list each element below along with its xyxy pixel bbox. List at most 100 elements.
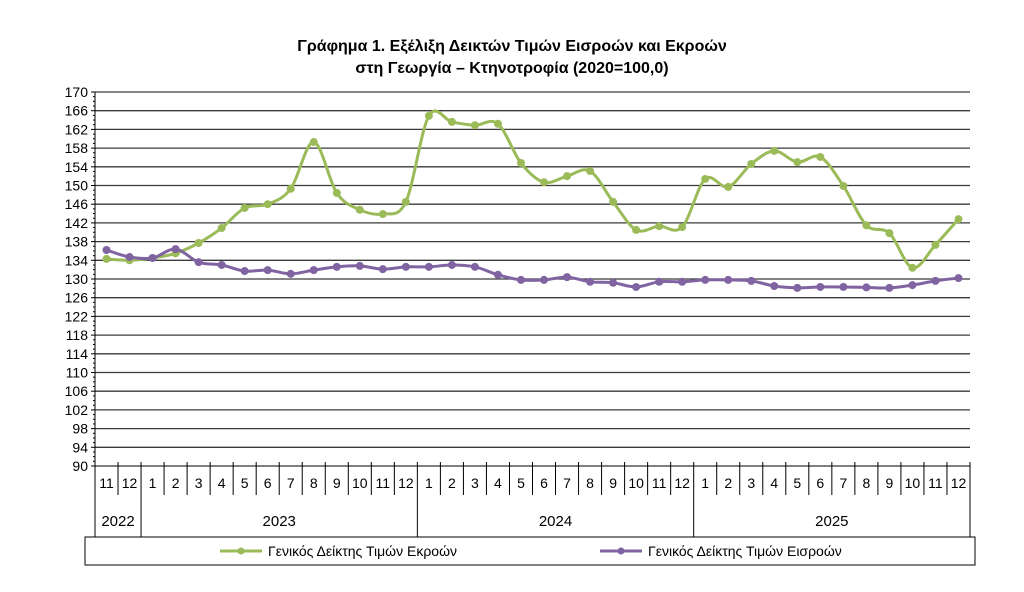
data-point — [493, 119, 502, 128]
data-point — [655, 277, 664, 286]
data-point — [470, 262, 479, 271]
y-tick-label: 146 — [65, 196, 89, 212]
data-point — [609, 197, 618, 206]
y-tick-label: 118 — [66, 327, 89, 343]
y-tick-label: 94 — [72, 439, 88, 455]
data-point — [770, 146, 779, 155]
month-label: 5 — [793, 475, 801, 491]
y-tick-label: 126 — [65, 290, 89, 306]
data-point — [885, 229, 894, 238]
y-tick-label: 138 — [65, 234, 89, 250]
y-tick-label: 122 — [65, 308, 89, 324]
month-label: 8 — [862, 475, 870, 491]
data-point — [493, 270, 502, 279]
y-tick-label: 166 — [65, 103, 89, 119]
data-point — [332, 262, 341, 271]
data-point — [701, 275, 710, 284]
data-point — [263, 266, 272, 275]
data-point — [447, 117, 456, 126]
data-point — [309, 138, 318, 147]
month-label: 1 — [149, 475, 157, 491]
data-point — [724, 275, 733, 284]
month-label: 1 — [425, 475, 433, 491]
data-point — [171, 245, 180, 254]
series-line — [106, 109, 960, 270]
data-point — [470, 121, 479, 130]
data-point — [516, 275, 525, 284]
data-point — [678, 277, 687, 286]
month-label: 4 — [770, 475, 778, 491]
month-label: 7 — [839, 475, 847, 491]
month-label: 5 — [241, 475, 249, 491]
data-point — [954, 274, 963, 283]
month-label: 11 — [928, 475, 943, 491]
data-point — [609, 278, 618, 287]
data-point — [286, 184, 295, 193]
data-point — [355, 261, 364, 270]
y-tick-label: 102 — [65, 402, 89, 418]
month-label: 12 — [122, 475, 138, 491]
y-tick-label: 170 — [65, 84, 89, 100]
data-point — [516, 159, 525, 168]
month-label: 5 — [517, 475, 525, 491]
data-point — [563, 273, 572, 282]
data-point — [540, 275, 549, 284]
data-point — [194, 258, 203, 267]
data-point — [309, 266, 318, 275]
data-point — [332, 188, 341, 197]
data-point — [632, 282, 641, 291]
chart-title-line2: στη Γεωργία – Κτηνοτροφία (2020=100,0) — [355, 60, 669, 77]
data-point — [355, 205, 364, 214]
data-point — [217, 260, 226, 269]
month-label: 11 — [99, 475, 114, 491]
data-point — [586, 167, 595, 176]
y-tick-label: 106 — [65, 383, 89, 399]
data-point — [102, 246, 111, 255]
month-label: 11 — [376, 475, 391, 491]
year-label: 2024 — [539, 513, 572, 530]
month-label: 3 — [747, 475, 755, 491]
y-tick-label: 154 — [65, 159, 89, 175]
data-point — [563, 172, 572, 181]
data-point — [839, 181, 848, 190]
month-label: 2 — [448, 475, 456, 491]
year-label: 2023 — [263, 513, 296, 530]
data-point — [908, 263, 917, 272]
data-point — [747, 276, 756, 285]
legend-marker — [617, 547, 625, 555]
month-label: 6 — [816, 475, 824, 491]
data-point — [632, 225, 641, 234]
data-point — [586, 277, 595, 286]
data-point — [125, 253, 134, 262]
data-point — [701, 174, 710, 183]
legend-marker — [237, 547, 245, 555]
month-label: 3 — [471, 475, 479, 491]
data-point — [816, 152, 825, 161]
month-label: 4 — [494, 475, 502, 491]
data-point — [447, 260, 456, 269]
data-point — [286, 269, 295, 278]
month-label: 6 — [264, 475, 272, 491]
data-point — [931, 276, 940, 285]
data-point — [885, 283, 894, 292]
data-point — [217, 224, 226, 233]
y-tick-label: 114 — [66, 346, 89, 362]
data-point — [747, 159, 756, 168]
month-label: 12 — [674, 475, 690, 491]
y-tick-label: 134 — [65, 252, 89, 268]
data-point — [793, 158, 802, 167]
month-label: 2 — [724, 475, 732, 491]
data-point — [931, 240, 940, 249]
y-tick-label: 90 — [72, 458, 88, 474]
legend-label: Γενικός Δείκτης Τιμών Εκροών — [268, 543, 457, 559]
month-label: 8 — [310, 475, 318, 491]
data-point — [240, 203, 249, 212]
data-point — [862, 221, 871, 230]
data-point — [424, 262, 433, 271]
month-label: 4 — [218, 475, 226, 491]
chart-title: Γράφημα 1. Εξέλιξη Δεικτών Τιμών Εισροών… — [0, 36, 1024, 80]
month-label: 9 — [609, 475, 617, 491]
data-point — [862, 283, 871, 292]
legend-box — [84, 536, 976, 566]
